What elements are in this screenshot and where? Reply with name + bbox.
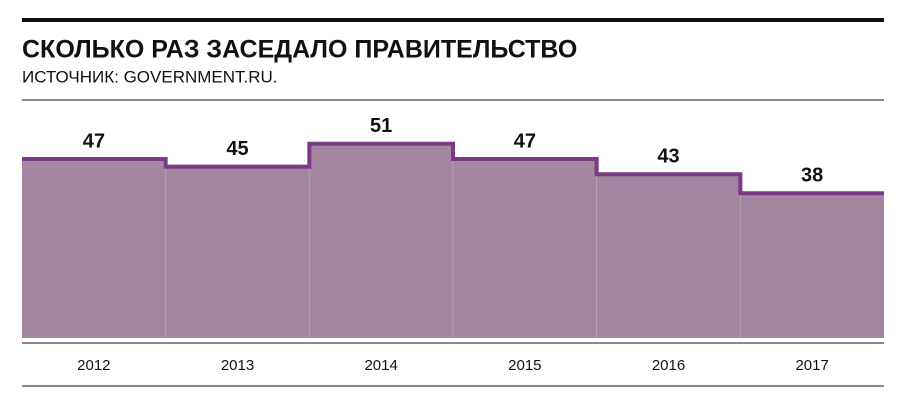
chart-subtitle: ИСТОЧНИК: GOVERNMENT.RU. <box>22 67 278 86</box>
value-label: 47 <box>514 130 536 152</box>
area-step <box>453 159 597 338</box>
area-step <box>309 143 453 338</box>
step-line <box>22 141 884 196</box>
area-step <box>22 159 166 338</box>
x-tick-label: 2013 <box>221 357 254 374</box>
value-label: 43 <box>657 146 679 168</box>
area-step <box>596 174 741 338</box>
x-tick-label: 2012 <box>77 357 110 374</box>
top-rule <box>22 18 884 22</box>
value-label: 38 <box>801 165 823 187</box>
x-tick-label: 2017 <box>795 357 828 374</box>
x-tick-label: 2015 <box>508 357 541 374</box>
area-step <box>740 193 884 338</box>
area-step <box>165 166 310 338</box>
value-label: 45 <box>226 138 248 160</box>
chart-title: СКОЛЬКО РАЗ ЗАСЕДАЛО ПРАВИТЕЛЬСТВО <box>22 36 577 64</box>
x-tick-label: 2016 <box>652 357 685 374</box>
value-label: 47 <box>83 130 105 152</box>
value-label: 51 <box>370 115 392 137</box>
x-tick-label: 2014 <box>364 357 397 374</box>
